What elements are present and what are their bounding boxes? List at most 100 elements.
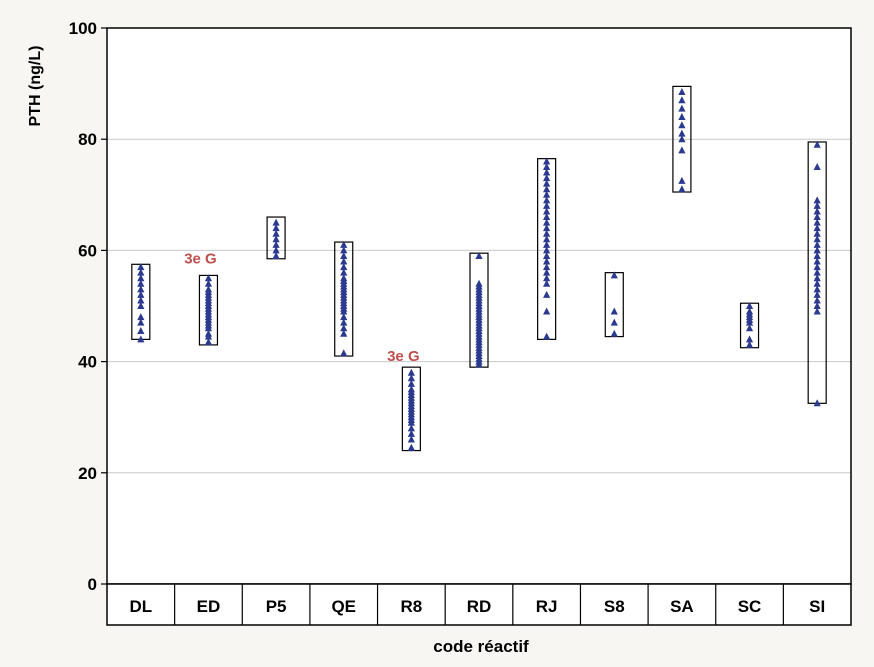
data-point-sa — [678, 96, 686, 104]
data-point-rj — [543, 179, 551, 187]
data-point-si — [813, 207, 821, 215]
data-point-si — [813, 274, 821, 282]
data-point-rj — [543, 190, 551, 198]
y-tick-label: 40 — [78, 353, 97, 372]
data-point-rj — [543, 240, 551, 248]
data-point-rj — [543, 213, 551, 221]
data-point-sa — [678, 112, 686, 120]
data-point-dl — [137, 285, 145, 293]
data-point-dl — [137, 274, 145, 282]
data-point-s8 — [610, 307, 618, 315]
data-point-sc — [745, 335, 754, 343]
data-point-s8 — [610, 271, 618, 279]
data-point-dl — [137, 268, 145, 276]
y-axis-ticks: 0 20 40 60 80 100 — [69, 19, 107, 594]
data-point-rj — [543, 263, 551, 271]
data-point-si — [813, 224, 821, 232]
x-axis-categories: DL ED P5 QE R8 RD RJ S8 SA SC SI — [106, 583, 852, 626]
x-category-label: P5 — [266, 597, 287, 616]
data-point-p5 — [272, 246, 280, 254]
data-point-qe — [340, 324, 348, 332]
data-point-p5 — [272, 240, 280, 248]
x-axis-label: code réactif — [433, 637, 529, 656]
data-point-rj — [543, 257, 551, 265]
data-point-sa — [678, 185, 686, 193]
data-point-ed — [204, 329, 213, 337]
data-point-dl — [137, 327, 145, 335]
data-point-ed — [204, 338, 213, 346]
data-point-rj — [543, 235, 551, 243]
data-point-si — [813, 296, 821, 304]
data-point-si — [813, 229, 821, 237]
data-point-si — [813, 240, 821, 248]
data-point-si — [813, 140, 821, 148]
data-point-qe — [340, 349, 348, 357]
y-tick-label: 20 — [78, 464, 97, 483]
data-point-qe — [340, 274, 348, 282]
data-point-ed — [204, 285, 213, 293]
data-point-sc — [745, 302, 754, 309]
data-point-r8 — [407, 435, 415, 443]
data-point-qe — [340, 318, 348, 326]
data-point-rj — [543, 163, 551, 170]
data-point-si — [813, 163, 821, 170]
y-tick-label: 0 — [88, 575, 97, 594]
data-point-r8 — [407, 374, 415, 382]
x-category-label: QE — [331, 597, 356, 616]
data-point-qe — [340, 240, 348, 248]
y-axis-label: PTH (ng/L) — [27, 46, 44, 127]
data-point-r8 — [407, 385, 415, 393]
data-point-qe — [340, 268, 348, 276]
data-point-s8 — [610, 329, 618, 337]
data-point-si — [813, 263, 821, 271]
data-point-qe — [340, 257, 348, 265]
data-point-dl — [137, 279, 145, 287]
data-point-sc — [745, 340, 754, 348]
data-point-si — [813, 268, 821, 276]
x-category-label: DL — [129, 597, 152, 616]
data-point-rj — [543, 274, 551, 282]
annotation-label: 3e G — [387, 348, 420, 365]
x-category-label: RD — [467, 597, 492, 616]
data-point-si — [813, 246, 821, 254]
data-point-rj — [543, 268, 551, 276]
data-point-rj — [543, 185, 551, 193]
data-point-si — [813, 201, 821, 209]
data-point-si — [813, 257, 821, 265]
annotation-label: 3e G — [184, 251, 217, 268]
x-category-label: R8 — [400, 597, 422, 616]
data-point-dl — [137, 263, 145, 271]
data-point-rd — [475, 251, 483, 259]
data-point-dl — [137, 318, 145, 326]
data-point-p5 — [272, 218, 280, 226]
data-point-si — [813, 302, 821, 309]
data-point-si — [813, 196, 821, 204]
data-point-si — [813, 285, 821, 293]
x-category-label: ED — [197, 597, 221, 616]
data-point-s8 — [610, 318, 618, 326]
data-point-rj — [543, 307, 551, 315]
data-point-rj — [543, 168, 551, 176]
data-point-rj — [543, 246, 551, 254]
data-point-rj — [543, 157, 551, 165]
data-point-si — [813, 235, 821, 243]
data-point-sa — [678, 129, 686, 137]
x-category-label: SI — [809, 597, 825, 616]
data-point-si — [813, 213, 821, 221]
data-point-sc — [745, 324, 754, 332]
data-point-si — [813, 399, 821, 407]
data-point-rj — [543, 229, 551, 237]
data-point-dl — [137, 290, 145, 298]
data-point-rj — [543, 332, 551, 340]
data-point-sa — [678, 135, 686, 143]
y-tick-label: 60 — [78, 241, 97, 260]
data-point-si — [813, 218, 821, 226]
data-point-qe — [340, 263, 348, 271]
data-point-r8 — [407, 443, 415, 451]
data-point-sc — [745, 307, 754, 315]
data-point-si — [813, 251, 821, 259]
data-point-rj — [543, 279, 551, 287]
data-point-p5 — [272, 235, 280, 243]
data-point-sa — [678, 87, 686, 95]
